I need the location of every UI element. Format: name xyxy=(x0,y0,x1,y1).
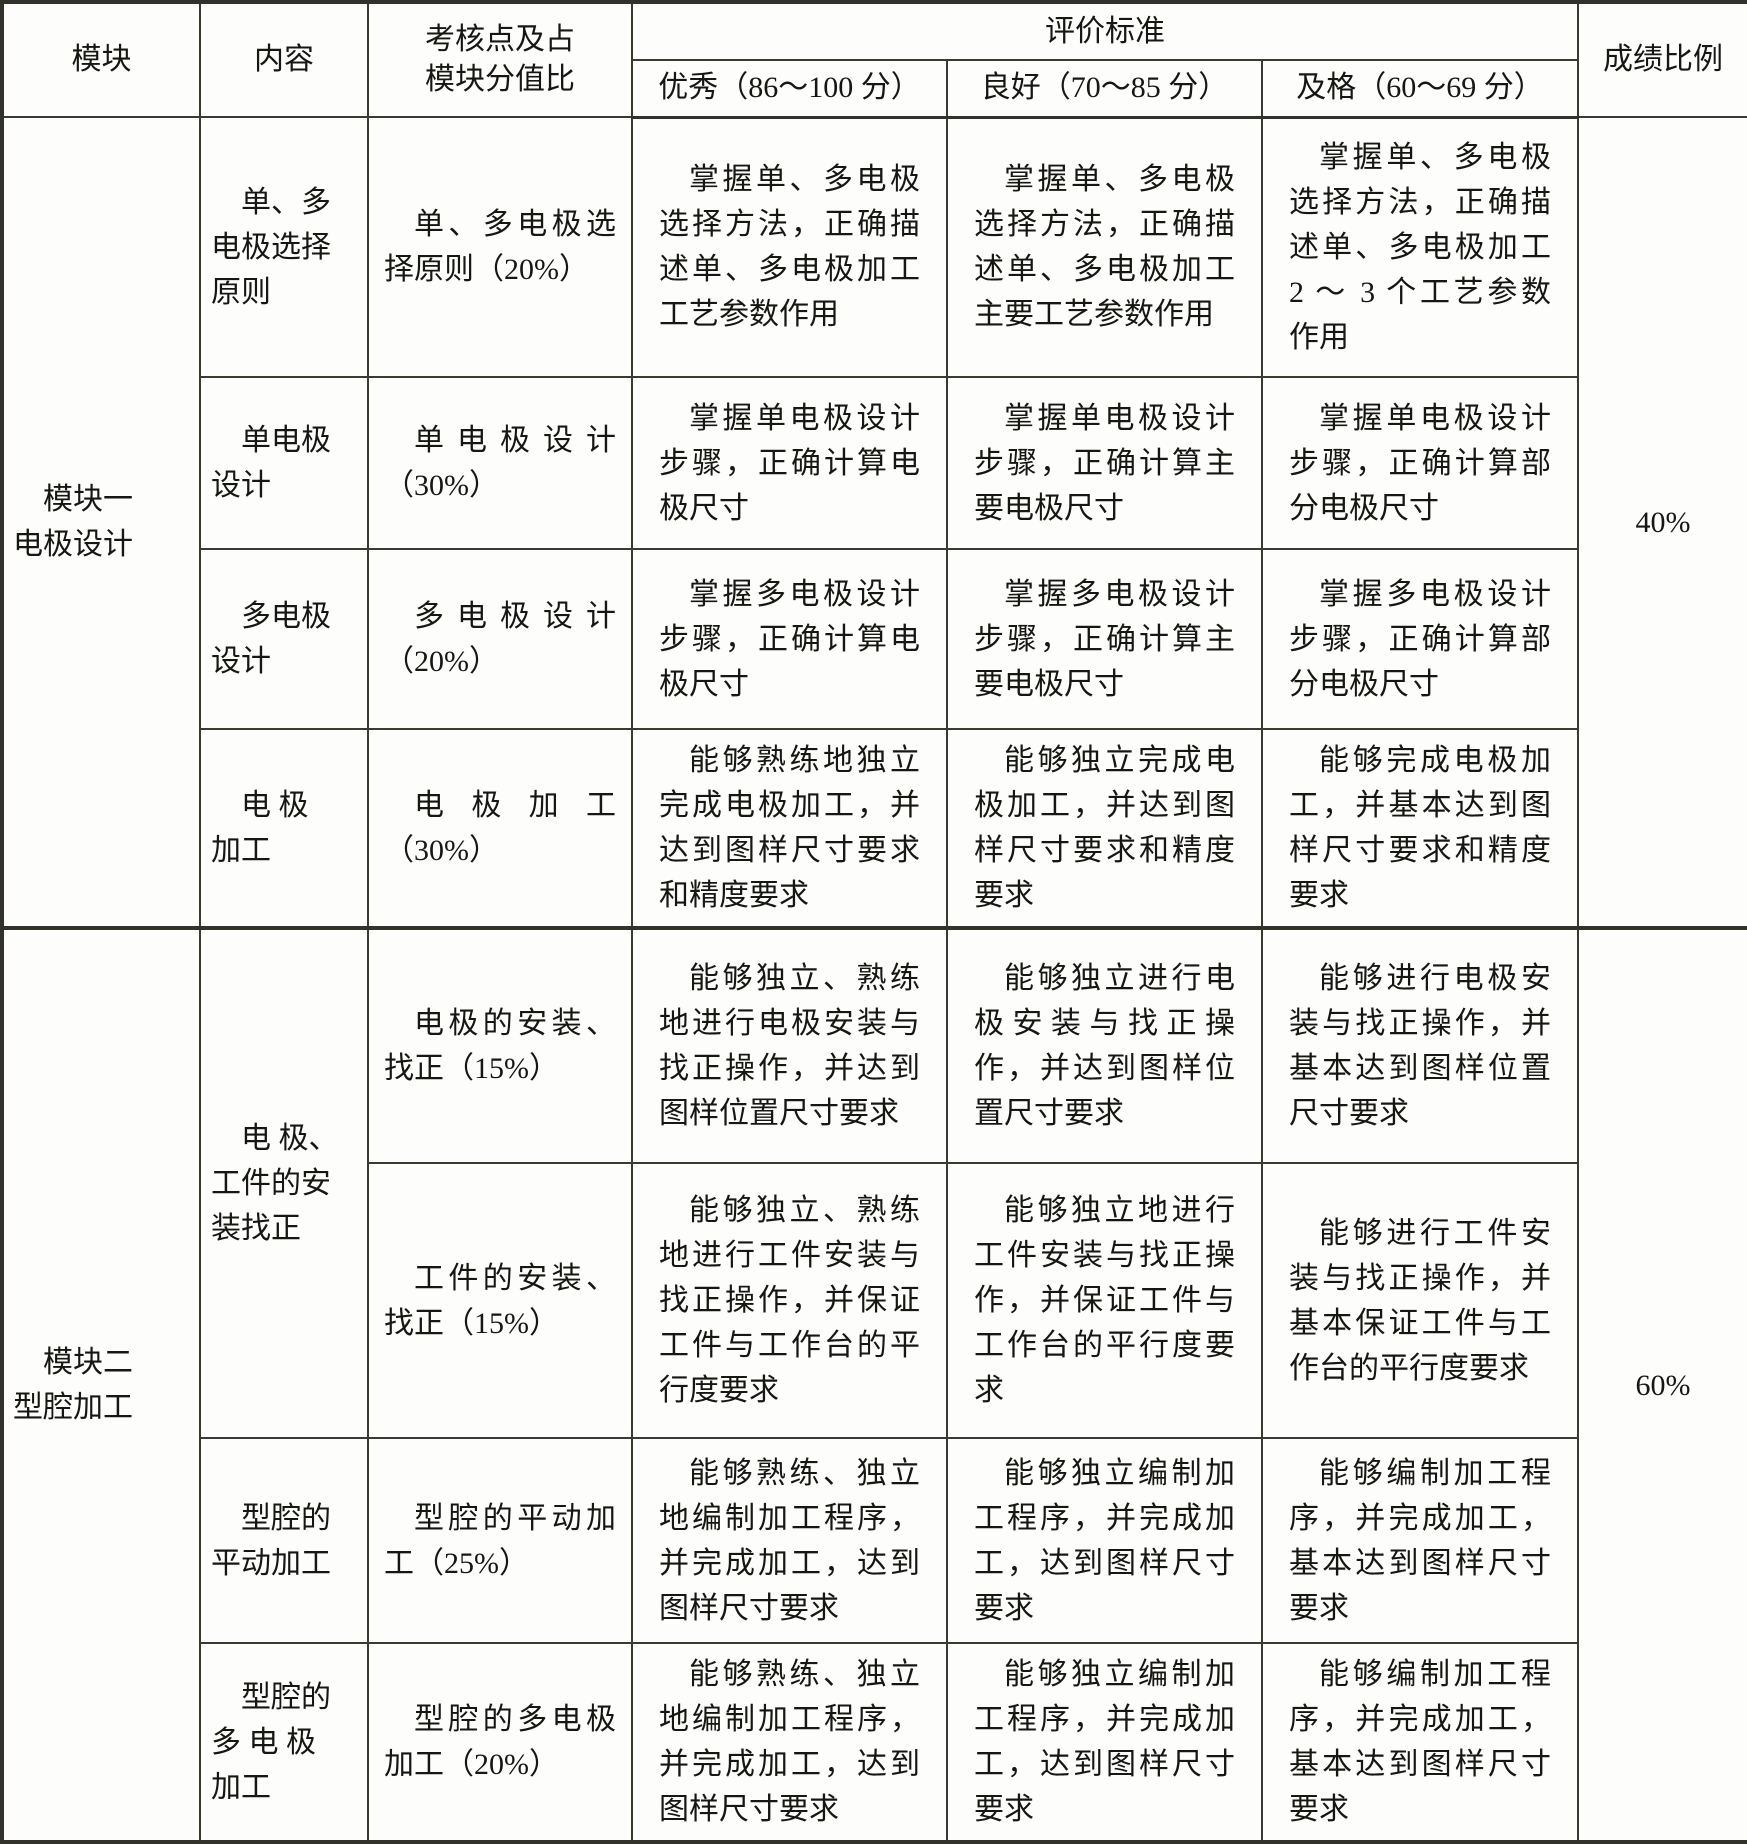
cell-good: 掌握单、多电极选择方法，正确描述单、多电极加工主要工艺参数作用 xyxy=(946,116,1263,378)
cell-good: 掌握单电极设计步骤，正确计算主要电极尺寸 xyxy=(946,376,1263,550)
row-content: 单、多 电极选择 原则 xyxy=(199,116,369,378)
header-grade-good: 良好（70～85 分） xyxy=(946,59,1263,119)
cell-excellent: 能够熟练地独立完成电极加工，并达到图样尺寸要求和精度要求 xyxy=(631,728,948,929)
module1-name: 模块一 电极设计 xyxy=(1,116,201,929)
table-row: 单电极 设计 单电极设计（30%） 掌握单电极设计步骤，正确计算电极尺寸 掌握单… xyxy=(2,376,1747,550)
cell-good: 能够独立进行电极安装与找正操作，并达到图样位置尺寸要求 xyxy=(946,926,1263,1164)
row-point: 多电极设计（20%） xyxy=(367,548,633,730)
row-point: 型腔的平动加工（25%） xyxy=(367,1437,633,1644)
cell-good: 掌握多电极设计步骤，正确计算主要电极尺寸 xyxy=(946,548,1263,730)
cell-excellent: 掌握单电极设计步骤，正确计算电极尺寸 xyxy=(631,376,948,550)
cell-pass: 能够进行工件安装与找正操作，并基本保证工件与工作台的平行度要求 xyxy=(1260,1162,1580,1439)
cell-good: 能够独立完成电极加工，并达到图样尺寸要求和精度要求 xyxy=(946,728,1263,929)
header-points: 考核点及占 模块分值比 xyxy=(367,1,633,118)
cell-pass: 能够进行电极安装与找正操作，并基本达到图样位置尺寸要求 xyxy=(1260,926,1580,1164)
cell-excellent: 掌握单、多电极选择方法，正确描述单、多电极加工工艺参数作用 xyxy=(631,116,948,378)
cell-pass: 掌握单、多电极选择方法，正确描述单、多电极加工 2 ～ 3 个工艺参数作用 xyxy=(1260,116,1580,378)
header-row-2: 优秀（86～100 分） 良好（70～85 分） 及格（60～69 分） xyxy=(2,59,1747,119)
cell-pass: 能够编制加工程序，并完成加工，基本达到图样尺寸要求 xyxy=(1260,1642,1580,1843)
row-point: 工件的安装、找正（15%） xyxy=(367,1162,633,1439)
cell-pass: 掌握多电极设计步骤，正确计算部分电极尺寸 xyxy=(1260,548,1580,730)
module1-ratio: 40% xyxy=(1577,116,1747,929)
row-content: 多电极 设计 xyxy=(199,548,369,730)
table-row: 多电极 设计 多电极设计（20%） 掌握多电极设计步骤，正确计算电极尺寸 掌握多… xyxy=(2,548,1747,730)
header-grade-excellent: 优秀（86～100 分） xyxy=(631,59,948,119)
table-row: 工件的安装、找正（15%） 能够独立、熟练地进行工件安装与找正操作，并保证工件与… xyxy=(2,1162,1747,1439)
table-row: 型腔的 平动加工 型腔的平动加工（25%） 能够熟练、独立地编制加工程序，并完成… xyxy=(2,1437,1747,1644)
header-ratio: 成绩比例 xyxy=(1577,1,1747,118)
module2-name: 模块二 型腔加工 xyxy=(1,926,201,1843)
header-criteria: 评价标准 xyxy=(630,1,1580,61)
table-row: 模块一 电极设计 单、多 电极选择 原则 单、多电极选择原则（20%） 掌握单、… xyxy=(1,116,1747,929)
header-module: 模块 xyxy=(1,1,201,118)
row-point: 单电极设计（30%） xyxy=(367,376,633,550)
row-content: 型腔的 多 电 极 加工 xyxy=(199,1642,369,1843)
cell-good: 能够独立编制加工程序，并完成加工，达到图样尺寸要求 xyxy=(946,1642,1263,1843)
row-point: 电极加工（30%） xyxy=(367,728,633,929)
row-content: 电 极 加工 xyxy=(199,728,369,929)
module2-ratio: 60% xyxy=(1577,926,1747,1843)
cell-good: 能够独立地进行工件安装与找正操作，并保证工件与工作台的平行度要求 xyxy=(946,1162,1263,1439)
row-content: 单电极 设计 xyxy=(199,376,369,550)
cell-excellent: 能够独立、熟练地进行工件安装与找正操作，并保证工件与工作台的平行度要求 xyxy=(631,1162,948,1439)
row-point: 单、多电极选择原则（20%） xyxy=(367,116,633,378)
cell-pass: 能够完成电极加工，并基本达到图样尺寸要求和精度要求 xyxy=(1260,728,1580,929)
cell-excellent: 能够熟练、独立地编制加工程序，并完成加工，达到图样尺寸要求 xyxy=(631,1437,948,1644)
header-row-1: 模块 内容 考核点及占 模块分值比 评价标准 成绩比例 xyxy=(1,1,1747,118)
row-content: 型腔的 平动加工 xyxy=(199,1437,369,1644)
cell-pass: 能够编制加工程序，并完成加工，基本达到图样尺寸要求 xyxy=(1260,1437,1580,1644)
row-point: 电极的安装、找正（15%） xyxy=(367,926,633,1164)
cell-excellent: 掌握多电极设计步骤，正确计算电极尺寸 xyxy=(631,548,948,730)
cell-good: 能够独立编制加工程序，并完成加工，达到图样尺寸要求 xyxy=(946,1437,1263,1644)
header-content: 内容 xyxy=(199,1,369,118)
table-row: 型腔的 多 电 极 加工 型腔的多电极加工（20%） 能够熟练、独立地编制加工程… xyxy=(2,1642,1747,1843)
cell-excellent: 能够熟练、独立地编制加工程序，并完成加工，达到图样尺寸要求 xyxy=(631,1642,948,1843)
cell-excellent: 能够独立、熟练地进行电极安装与找正操作，并达到图样位置尺寸要求 xyxy=(631,926,948,1164)
table-row: 电 极 加工 电极加工（30%） 能够熟练地独立完成电极加工，并达到图样尺寸要求… xyxy=(2,728,1747,929)
row-content: 电 极、 工件的安 装找正 xyxy=(199,926,369,1439)
row-point: 型腔的多电极加工（20%） xyxy=(367,1642,633,1843)
header-grade-pass: 及格（60～69 分） xyxy=(1260,59,1580,119)
table-row: 模块二 型腔加工 电 极、 工件的安 装找正 电极的安装、找正（15%） 能够独… xyxy=(1,926,1747,1843)
cell-pass: 掌握单电极设计步骤，正确计算部分电极尺寸 xyxy=(1260,376,1580,550)
